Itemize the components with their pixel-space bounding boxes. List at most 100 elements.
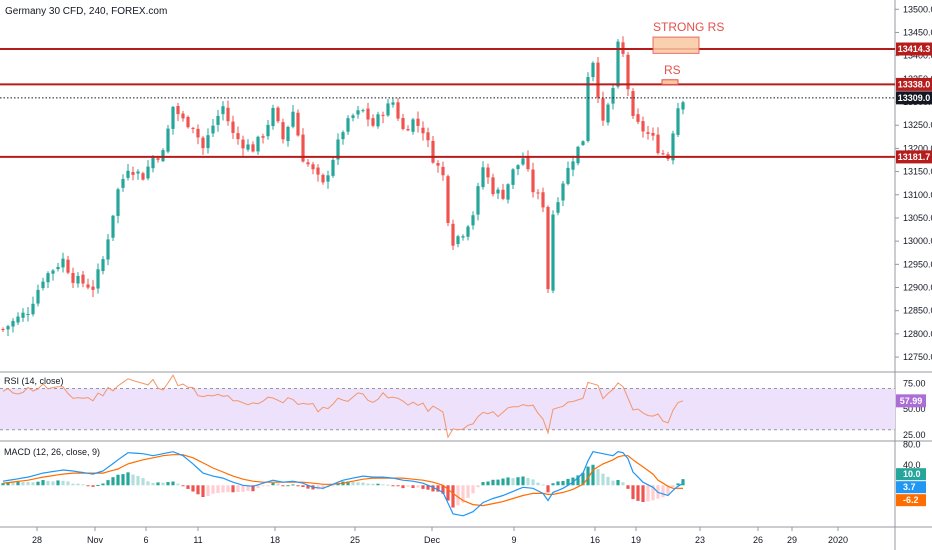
macd-hist-bar xyxy=(256,485,260,489)
time-tick-label: 29 xyxy=(787,535,797,545)
macd-hist-bar xyxy=(61,480,65,486)
macd-hist-bar xyxy=(276,483,280,486)
candle-body xyxy=(571,161,575,170)
macd-tick-label: 80.0 xyxy=(903,440,921,450)
macd-hist-bar xyxy=(201,485,205,498)
candle-body xyxy=(316,167,320,175)
candle-body xyxy=(361,110,365,112)
strong-rs-zone xyxy=(652,36,700,54)
candle-body xyxy=(26,314,30,316)
macd-hist-bar xyxy=(231,485,235,493)
macd-hist-bar xyxy=(461,485,465,503)
macd-hist-bar xyxy=(531,479,535,486)
macd-hist-bar xyxy=(621,482,625,486)
macd-hist-bar xyxy=(281,485,285,487)
candle-body xyxy=(491,177,495,195)
macd-hist-bar xyxy=(511,478,515,486)
price-tick-label: 12850.0 xyxy=(903,306,932,316)
macd-hist-bar xyxy=(441,485,445,494)
candle-body xyxy=(111,215,115,238)
candle-body xyxy=(21,312,25,318)
macd-tick-label: 40.0 xyxy=(903,460,921,470)
candle-body xyxy=(186,116,190,128)
candle-body xyxy=(661,153,665,155)
macd-hist-bar xyxy=(216,485,220,494)
macd-hist-bar xyxy=(526,477,530,486)
candle-body xyxy=(291,111,295,127)
macd-hist-bar xyxy=(551,483,555,486)
candle-body xyxy=(596,62,600,98)
candle-body xyxy=(406,129,410,131)
candle-body xyxy=(561,183,565,201)
macd-hist-bar xyxy=(6,482,10,486)
macd-hist-bar xyxy=(126,472,130,486)
price-tick-label: 13450.0 xyxy=(903,27,932,37)
macd-hist-bar xyxy=(586,466,590,486)
macd-hist-bar xyxy=(181,485,185,487)
macd-hist-bar xyxy=(141,478,145,486)
rs-label: RS xyxy=(664,63,681,77)
candle-body xyxy=(156,158,160,160)
macd-hist-bar xyxy=(421,485,425,489)
candle-body xyxy=(171,106,175,129)
macd-hist-label: 10.0 xyxy=(903,469,921,479)
candles xyxy=(1,36,685,336)
macd-hist-bar xyxy=(546,485,550,493)
candle-body xyxy=(81,274,85,284)
macd-hist-bar xyxy=(86,485,90,487)
candle-body xyxy=(606,104,610,123)
macd-hist-bar xyxy=(101,483,105,486)
macd-hist-bar xyxy=(151,482,155,486)
candle-body xyxy=(296,112,300,136)
level-price-tag xyxy=(896,77,932,91)
time-tick-label: 11 xyxy=(193,535,202,545)
macd-hist-bar xyxy=(351,482,355,486)
macd-line xyxy=(2,451,684,517)
candle-body xyxy=(486,167,490,178)
macd-hist-bar xyxy=(471,485,475,494)
price-tick-label: 12750.0 xyxy=(903,352,932,362)
time-axis-ticks: 28 Nov 6 11 18 25 Dec 9 16 19 23 26 29 2020 xyxy=(32,527,848,545)
macd-hist-bar xyxy=(386,484,390,486)
price-tick-label: 12900.0 xyxy=(903,283,932,293)
rsi-value-label: 57.99 xyxy=(900,396,923,406)
level-price-label: 13414.3 xyxy=(898,44,931,54)
macd-hist-bar xyxy=(46,480,50,486)
candle-body xyxy=(341,132,345,140)
macd-hist-bar xyxy=(431,485,435,492)
macd-hist-bar xyxy=(371,483,375,486)
candle-body xyxy=(11,320,15,327)
price-tick-label: 13050.0 xyxy=(903,213,932,223)
candle-body xyxy=(191,127,195,129)
candle-body xyxy=(351,115,355,118)
rs-zone xyxy=(661,79,679,85)
macd-hist-bar xyxy=(161,482,165,486)
candle-body xyxy=(256,136,260,152)
macd-hist-bar xyxy=(261,485,265,487)
candle-body xyxy=(591,62,595,78)
candle-body xyxy=(466,226,470,237)
candle-body xyxy=(311,164,315,170)
macd-hist-bar xyxy=(661,485,665,498)
candle-body xyxy=(451,223,455,246)
level-price-tag xyxy=(896,150,932,164)
candle-body xyxy=(501,189,505,199)
candle-body xyxy=(41,281,45,289)
candle-body xyxy=(236,133,240,140)
macd-hist-bar xyxy=(651,485,655,501)
macd-hist-bar xyxy=(451,485,455,508)
macd-hist-bar xyxy=(146,481,150,486)
candle-body xyxy=(481,167,485,188)
candle-body xyxy=(136,171,140,174)
chart-title: Germany 30 CFD, 240, FOREX.com xyxy=(5,6,167,17)
candle-body xyxy=(376,114,380,127)
candle-body xyxy=(371,118,375,126)
candle-body xyxy=(436,163,440,166)
rsi-line xyxy=(2,374,684,439)
macd-hist-bar xyxy=(246,485,250,491)
macd-hist-bar xyxy=(481,482,485,486)
candle-body xyxy=(126,170,130,178)
candle-body xyxy=(281,122,285,140)
macd-hist-bar xyxy=(396,485,400,487)
